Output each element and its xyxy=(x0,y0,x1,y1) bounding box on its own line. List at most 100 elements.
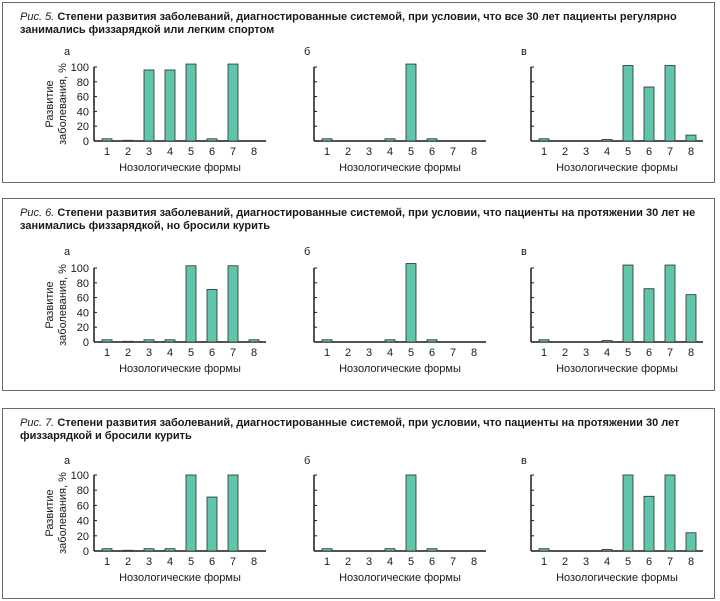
y-axis-label: заболевания, % xyxy=(57,63,69,145)
bar xyxy=(164,339,176,343)
x-tick-label: 3 xyxy=(366,347,372,359)
bar xyxy=(321,138,333,142)
x-tick-label: 4 xyxy=(387,347,393,359)
x-tick-label: 3 xyxy=(146,347,152,359)
bar xyxy=(227,474,239,552)
x-tick-label: 6 xyxy=(209,146,215,158)
figure-label: Рис. 6. xyxy=(20,207,55,219)
bar xyxy=(643,495,655,552)
x-tick-label: 1 xyxy=(104,347,110,359)
bar xyxy=(601,340,613,343)
x-axis-label: Нозологические формы xyxy=(556,162,678,174)
y-axis-label: Развитие xyxy=(44,281,56,328)
x-tick-label: 5 xyxy=(408,347,414,359)
figure-label: Рис. 5. xyxy=(20,11,55,23)
x-tick-label: 2 xyxy=(125,347,131,359)
x-tick-label: 8 xyxy=(688,556,694,568)
x-tick-label: 3 xyxy=(583,347,589,359)
x-tick-label: 2 xyxy=(345,347,351,359)
y-tick-label: 100 xyxy=(71,62,89,74)
y-tick-label: 0 xyxy=(83,337,89,349)
x-tick-label: 4 xyxy=(167,146,173,158)
figure-7: Рис. 7. Степени развития заболеваний, ди… xyxy=(2,408,715,599)
x-tick-label: 7 xyxy=(230,146,236,158)
bar xyxy=(384,138,396,142)
figure-title: Рис. 6. Степени развития заболеваний, ди… xyxy=(20,207,700,233)
x-tick-label: 1 xyxy=(324,347,330,359)
y-tick-label: 80 xyxy=(77,278,89,290)
x-tick-label: 4 xyxy=(387,556,393,568)
x-tick-label: 1 xyxy=(541,556,547,568)
figure-5: Рис. 5. Степени развития заболеваний, ди… xyxy=(2,2,715,183)
bar xyxy=(426,339,438,343)
x-axis-label: Нозологические формы xyxy=(339,363,461,375)
bar xyxy=(321,339,333,343)
bar xyxy=(206,138,218,142)
y-tick-label: 40 xyxy=(77,307,89,319)
x-tick-label: 5 xyxy=(188,556,194,568)
panel-label: а xyxy=(64,455,71,467)
bar xyxy=(321,548,333,552)
x-tick-label: 4 xyxy=(387,146,393,158)
x-tick-label: 7 xyxy=(230,347,236,359)
panel-label: а xyxy=(64,246,71,258)
x-tick-label: 1 xyxy=(324,556,330,568)
x-tick-label: 5 xyxy=(188,347,194,359)
bar xyxy=(101,339,113,343)
panel-label: б xyxy=(304,246,310,258)
x-tick-label: 2 xyxy=(562,556,568,568)
x-tick-label: 3 xyxy=(366,146,372,158)
bar xyxy=(206,496,218,552)
x-tick-label: 1 xyxy=(324,146,330,158)
bar xyxy=(664,474,676,552)
x-axis-label: Нозологические формы xyxy=(119,572,241,584)
y-tick-label: 60 xyxy=(77,293,89,305)
bar xyxy=(143,339,155,343)
x-tick-label: 6 xyxy=(646,347,652,359)
x-tick-label: 5 xyxy=(625,556,631,568)
panel-label: в xyxy=(521,246,527,258)
bar xyxy=(227,63,239,142)
bar xyxy=(101,548,113,552)
x-tick-label: 5 xyxy=(408,556,414,568)
x-tick-label: 8 xyxy=(471,146,477,158)
panel-label: в xyxy=(521,455,527,467)
bar xyxy=(143,69,155,142)
x-tick-label: 8 xyxy=(688,347,694,359)
x-tick-label: 4 xyxy=(604,347,610,359)
bar xyxy=(405,63,417,142)
x-tick-label: 3 xyxy=(583,556,589,568)
x-tick-label: 8 xyxy=(471,347,477,359)
x-tick-label: 1 xyxy=(541,347,547,359)
x-tick-label: 3 xyxy=(366,556,372,568)
x-tick-label: 3 xyxy=(146,556,152,568)
y-tick-label: 40 xyxy=(77,106,89,118)
x-tick-label: 8 xyxy=(251,556,257,568)
x-tick-label: 6 xyxy=(209,556,215,568)
x-tick-label: 6 xyxy=(429,556,435,568)
x-axis-label: Нозологические формы xyxy=(339,162,461,174)
x-tick-label: 7 xyxy=(230,556,236,568)
x-tick-label: 2 xyxy=(345,556,351,568)
bar xyxy=(685,134,697,142)
figure-caption: Степени развития заболеваний, диагностир… xyxy=(20,207,696,232)
x-tick-label: 6 xyxy=(646,556,652,568)
x-axis-label: Нозологические формы xyxy=(556,572,678,584)
bar xyxy=(538,339,550,343)
y-axis-label: заболевания, % xyxy=(57,472,69,554)
x-tick-label: 1 xyxy=(104,556,110,568)
figure-label: Рис. 7. xyxy=(20,417,55,429)
x-tick-label: 7 xyxy=(450,146,456,158)
x-tick-label: 3 xyxy=(146,146,152,158)
x-tick-label: 2 xyxy=(345,146,351,158)
y-tick-label: 100 xyxy=(71,470,89,482)
bar xyxy=(164,548,176,552)
bar xyxy=(538,548,550,552)
x-tick-label: 6 xyxy=(209,347,215,359)
y-tick-label: 0 xyxy=(83,136,89,148)
x-axis-label: Нозологические формы xyxy=(119,363,241,375)
panel-label: а xyxy=(64,46,71,58)
bar xyxy=(143,548,155,552)
bar xyxy=(538,138,550,142)
bar xyxy=(622,264,634,343)
